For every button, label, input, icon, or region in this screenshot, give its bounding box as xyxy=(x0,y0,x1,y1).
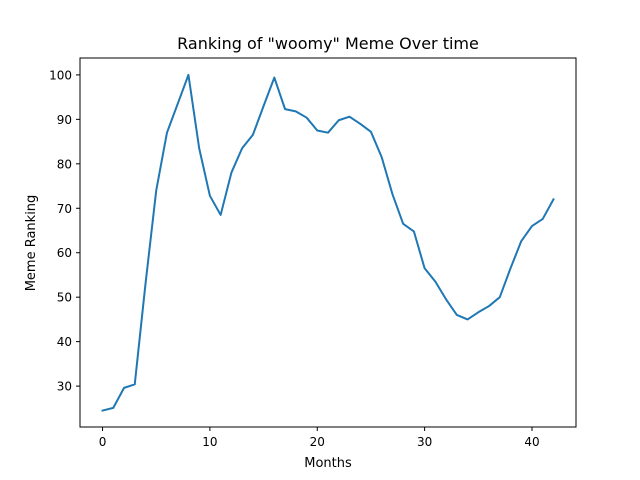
data-point xyxy=(230,172,232,174)
plot-area xyxy=(101,73,555,412)
axes-frame xyxy=(79,57,577,428)
axes-border xyxy=(79,57,577,428)
data-point xyxy=(359,123,361,125)
data-point xyxy=(434,280,436,282)
x-tick-label: 30 xyxy=(417,435,432,449)
y-tick-label: 70 xyxy=(57,202,72,216)
y-tick-label: 80 xyxy=(57,157,72,171)
x-tick-label: 40 xyxy=(524,435,539,449)
data-point xyxy=(327,131,329,133)
data-point xyxy=(338,119,340,121)
x-axis: 0 10 20 30 40 xyxy=(99,427,540,449)
data-point xyxy=(499,296,501,298)
data-point xyxy=(520,240,522,242)
data-point xyxy=(177,103,179,105)
y-tick-label: 90 xyxy=(57,113,72,127)
data-point xyxy=(134,383,136,385)
data-point xyxy=(101,409,103,411)
y-axis: 30 40 50 60 70 80 90 100 xyxy=(49,68,80,394)
data-point xyxy=(552,198,554,200)
data-point xyxy=(413,230,415,232)
y-tick-label: 60 xyxy=(57,246,72,260)
y-tick-label: 100 xyxy=(49,68,72,82)
data-point xyxy=(477,311,479,313)
data-point xyxy=(166,131,168,133)
x-tick-label: 20 xyxy=(310,435,325,449)
data-point xyxy=(187,74,189,76)
data-point xyxy=(466,318,468,320)
data-point xyxy=(402,223,404,225)
data-point xyxy=(531,225,533,227)
data-point xyxy=(423,267,425,269)
data-point xyxy=(370,131,372,133)
data-point xyxy=(391,193,393,195)
y-tick-label: 50 xyxy=(57,291,72,305)
y-tick-label: 30 xyxy=(57,380,72,394)
data-point xyxy=(219,214,221,216)
data-point xyxy=(144,283,146,285)
data-point xyxy=(380,156,382,158)
data-point xyxy=(262,105,264,107)
x-tick-label: 0 xyxy=(99,435,107,449)
data-point xyxy=(284,108,286,110)
data-point xyxy=(305,116,307,118)
data-point xyxy=(123,387,125,389)
chart-title: Ranking of "woomy" Meme Over time xyxy=(177,34,479,53)
data-point xyxy=(112,407,114,409)
series-line xyxy=(101,73,555,412)
data-point xyxy=(456,314,458,316)
data-point xyxy=(252,134,254,136)
data-point xyxy=(542,218,544,220)
data-point xyxy=(198,147,200,149)
x-axis-label: Months xyxy=(304,456,352,471)
data-point xyxy=(209,195,211,197)
data-point xyxy=(488,305,490,307)
data-point xyxy=(295,110,297,112)
data-point xyxy=(348,115,350,117)
y-tick-label: 40 xyxy=(57,335,72,349)
data-point xyxy=(509,267,511,269)
y-axis-label: Meme Ranking xyxy=(24,195,39,292)
x-tick-label: 10 xyxy=(202,435,217,449)
data-point xyxy=(316,129,318,131)
data-point xyxy=(155,189,157,191)
data-point xyxy=(273,76,275,78)
data-point xyxy=(445,298,447,300)
data-point xyxy=(241,147,243,149)
